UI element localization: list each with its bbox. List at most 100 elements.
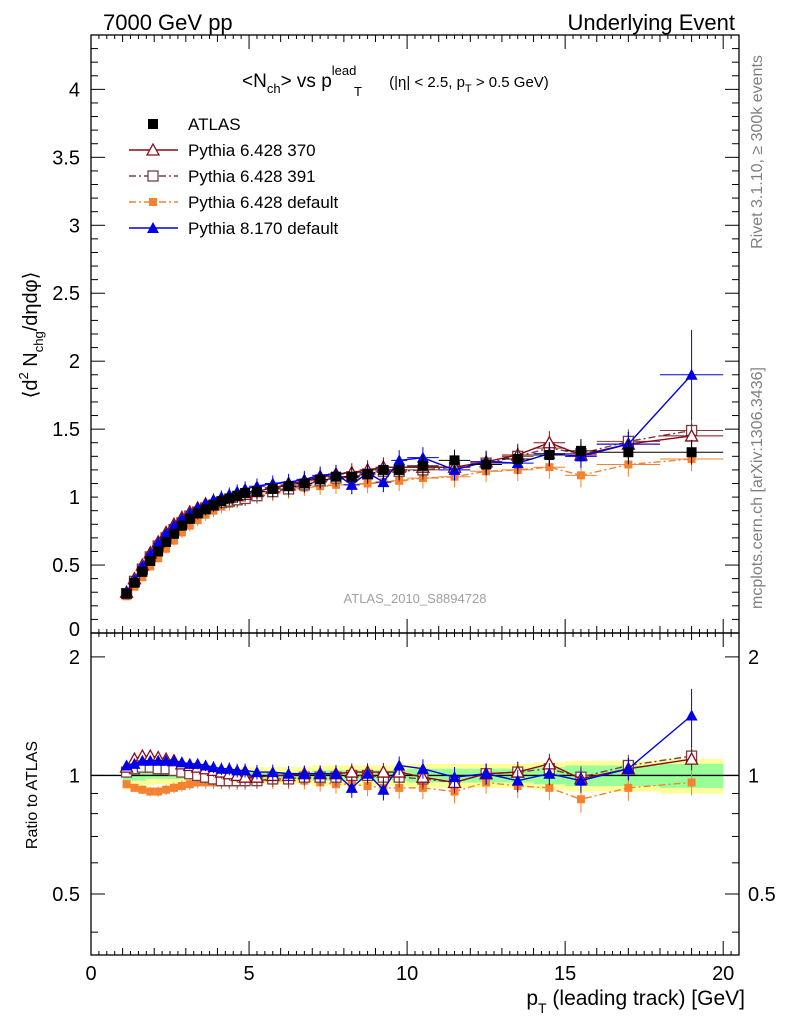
title-sub-ch: ch bbox=[267, 81, 281, 96]
legend-entry-pythia-6-428-default: Pythia 6.428 default bbox=[129, 193, 339, 212]
ratio-point bbox=[511, 774, 524, 786]
ratio-panel-frame bbox=[90, 632, 740, 956]
data-point bbox=[154, 554, 163, 563]
xlabel-rest: (leading track) [GeV] bbox=[547, 987, 745, 1010]
data-point bbox=[378, 464, 389, 475]
ratio-point bbox=[136, 754, 149, 766]
ratio-point bbox=[361, 767, 374, 779]
ylabel-open: ⟨d bbox=[20, 379, 42, 398]
y-tick-label: 0 bbox=[69, 619, 80, 641]
legend-label: Pythia 6.428 default bbox=[188, 193, 339, 212]
ratio-point bbox=[215, 762, 228, 774]
data-point bbox=[168, 528, 179, 539]
ratio-y-tick-label: 2 bbox=[69, 647, 80, 669]
title-cut2: > 0.5 GeV) bbox=[472, 74, 549, 91]
ratio-point bbox=[169, 783, 178, 792]
ratio-point bbox=[250, 766, 263, 778]
data-point bbox=[544, 449, 555, 460]
ratio-point bbox=[207, 761, 220, 773]
ratio-point bbox=[298, 767, 311, 779]
title-cut1: (|η| < 2.5, p bbox=[385, 74, 465, 91]
data-point bbox=[394, 464, 405, 475]
series-line bbox=[125, 374, 693, 593]
ratio-point bbox=[154, 787, 163, 796]
data-point bbox=[283, 481, 294, 492]
ratio-point bbox=[130, 783, 139, 792]
analysis-watermark: ATLAS_2010_S8894728 bbox=[344, 591, 487, 606]
ratio-point bbox=[684, 751, 699, 765]
x-tick-label: 0 bbox=[85, 963, 96, 985]
series-layer bbox=[119, 329, 724, 601]
ratio-point bbox=[329, 767, 342, 779]
data-point bbox=[251, 486, 262, 497]
data-point bbox=[417, 460, 428, 471]
ratio-point bbox=[231, 764, 244, 776]
legend-marker bbox=[148, 119, 158, 129]
ratio-y-tick-label: 0.5 bbox=[52, 884, 80, 906]
xlabel: pT (leading track) [GeV] bbox=[526, 987, 745, 1016]
y-tick-label: 4 bbox=[69, 79, 80, 101]
data-point bbox=[623, 447, 634, 458]
main-ylabel: ⟨d2 Nchg/dηdφ⟩ bbox=[16, 272, 46, 399]
ratio-point bbox=[314, 767, 327, 779]
ratio-point bbox=[146, 787, 155, 796]
legend-marker bbox=[147, 222, 159, 233]
data-point bbox=[200, 504, 211, 515]
legend-entry-atlas: ATLAS bbox=[148, 115, 241, 134]
data-point bbox=[686, 447, 697, 458]
data-point bbox=[576, 471, 585, 480]
x-tick-label: 20 bbox=[712, 963, 734, 985]
ratio-point bbox=[622, 762, 635, 774]
data-point bbox=[224, 493, 235, 504]
series-line bbox=[126, 458, 692, 597]
x-tick-label: 10 bbox=[396, 963, 418, 985]
ratio-point bbox=[175, 756, 188, 768]
data-point bbox=[346, 471, 357, 482]
ratio-point bbox=[122, 780, 131, 789]
ratio-point bbox=[376, 764, 391, 778]
ratio-point bbox=[177, 782, 186, 791]
data-point bbox=[315, 474, 326, 485]
data-point bbox=[184, 513, 195, 524]
data-point bbox=[121, 588, 132, 599]
y-tick-label: 2 bbox=[69, 351, 80, 373]
data-point bbox=[193, 516, 202, 525]
x-tick-label: 5 bbox=[243, 963, 254, 985]
legend-label: Pythia 6.428 370 bbox=[188, 141, 316, 160]
data-point bbox=[267, 483, 278, 494]
mcplots-label: mcplots.cern.ch [arXiv:1306.3436] bbox=[749, 367, 766, 609]
ylabel-sup2: 2 bbox=[16, 372, 31, 379]
legend-entry-pythia-6-428-391: Pythia 6.428 391 bbox=[129, 167, 316, 186]
ratio-ylabel: Ratio to ATLAS bbox=[24, 741, 41, 849]
rivet-version-label: Rivet 3.1.10, ≥ 300k events bbox=[749, 55, 766, 249]
data-point bbox=[208, 500, 219, 511]
ratio-point bbox=[448, 771, 461, 783]
data-point bbox=[129, 577, 140, 588]
xlabel-sub-t: T bbox=[538, 1000, 547, 1016]
ratio-y-tick-label-right: 2 bbox=[748, 647, 759, 669]
ratio-point bbox=[144, 754, 157, 766]
data-point bbox=[161, 536, 172, 547]
data-point bbox=[137, 566, 148, 577]
data-point bbox=[240, 488, 251, 499]
ratio-point bbox=[162, 785, 171, 794]
title-sub-t: T bbox=[354, 84, 362, 99]
ratio-point bbox=[395, 783, 404, 792]
ylabel-rest: /dηdφ⟩ bbox=[20, 272, 42, 332]
ratio-y-tick-label-right: 1 bbox=[748, 765, 759, 787]
y-tick-label: 2.5 bbox=[52, 283, 80, 305]
ratio-point bbox=[393, 759, 406, 771]
title-cut-t: T bbox=[465, 83, 472, 95]
data-point bbox=[512, 454, 523, 465]
title-n: <N bbox=[242, 71, 267, 92]
ratio-series-pythia-8-170-default bbox=[120, 688, 698, 801]
data-point bbox=[162, 544, 171, 553]
xlabel-p: p bbox=[526, 987, 538, 1010]
y-tick-label: 1 bbox=[69, 487, 80, 509]
ratio-point bbox=[282, 767, 295, 779]
x-tick-label: 15 bbox=[554, 963, 576, 985]
ratio-y-tick-label: 1 bbox=[69, 765, 80, 787]
ratio-point bbox=[345, 781, 358, 793]
title-vs: > vs p bbox=[281, 71, 332, 92]
ratio-point bbox=[199, 759, 212, 771]
